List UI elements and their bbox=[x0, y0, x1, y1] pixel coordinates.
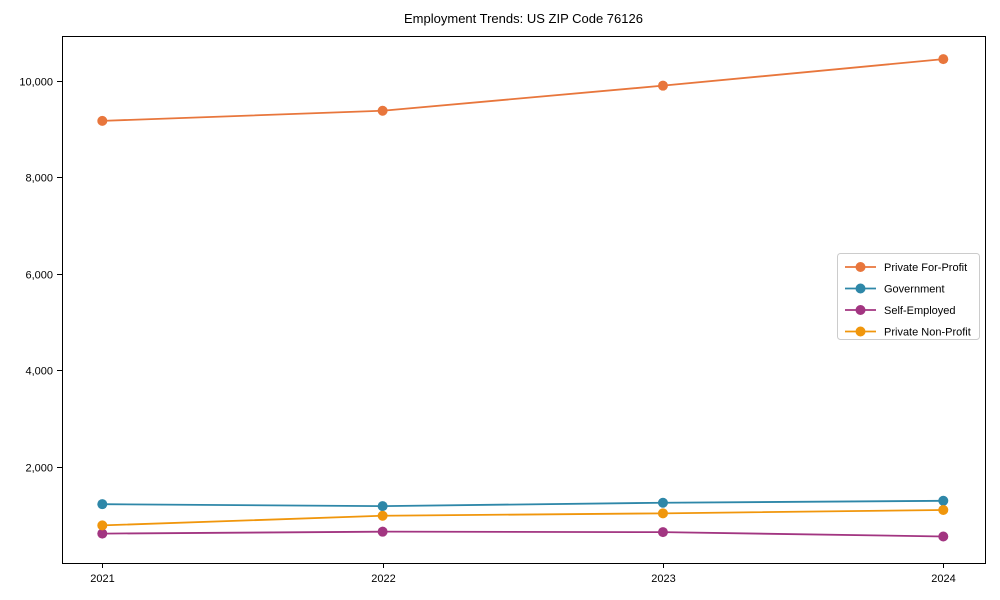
data-point bbox=[97, 499, 108, 510]
series-line bbox=[102, 58, 944, 122]
series-line bbox=[102, 499, 944, 508]
data-point bbox=[657, 497, 668, 508]
y-tick-label: 10,000 bbox=[19, 77, 53, 89]
data-point bbox=[938, 54, 949, 65]
data-point bbox=[97, 115, 108, 126]
y-tick-label: 6,000 bbox=[25, 270, 53, 282]
data-point bbox=[377, 526, 388, 537]
data-point bbox=[938, 495, 949, 506]
series-line bbox=[102, 509, 944, 527]
y-tick-label: 8,000 bbox=[25, 173, 53, 185]
x-tick-label: 2021 bbox=[90, 573, 114, 585]
data-point bbox=[97, 528, 108, 539]
series-line bbox=[102, 530, 944, 538]
legend-label: Self-Employed bbox=[884, 305, 956, 317]
legend-label: Private Non-Profit bbox=[884, 327, 971, 339]
legend-entry: Private For-Profit bbox=[845, 262, 967, 274]
y-tick-label: 4,000 bbox=[25, 366, 53, 378]
x-tick-label: 2022 bbox=[371, 573, 395, 585]
data-point bbox=[938, 504, 949, 515]
chart-title: Employment Trends: US ZIP Code 76126 bbox=[404, 11, 643, 26]
plot-border bbox=[62, 36, 986, 564]
data-point bbox=[938, 531, 949, 542]
y-tick-label: 2,000 bbox=[25, 463, 53, 475]
legend-entry: Private Non-Profit bbox=[845, 326, 971, 339]
legend-label: Private For-Profit bbox=[884, 262, 967, 274]
legend-label: Government bbox=[884, 284, 945, 296]
data-point bbox=[377, 501, 388, 512]
legend-marker bbox=[855, 283, 866, 294]
data-point bbox=[377, 105, 388, 116]
legend-marker bbox=[855, 305, 866, 315]
legend-box bbox=[837, 253, 980, 340]
data-point bbox=[657, 527, 668, 538]
x-tick-label: 2024 bbox=[931, 573, 955, 585]
legend-marker bbox=[855, 262, 866, 272]
x-tick-label: 2023 bbox=[651, 573, 675, 585]
data-point bbox=[97, 520, 108, 531]
data-point bbox=[657, 80, 668, 91]
data-point bbox=[657, 508, 668, 519]
legend-entry: Government bbox=[845, 283, 945, 296]
legend-marker bbox=[855, 326, 866, 337]
legend: Private For-Profit Government Self-Employe… bbox=[837, 253, 980, 340]
legend-entry: Self-Employed bbox=[845, 305, 956, 317]
data-point bbox=[377, 510, 388, 521]
